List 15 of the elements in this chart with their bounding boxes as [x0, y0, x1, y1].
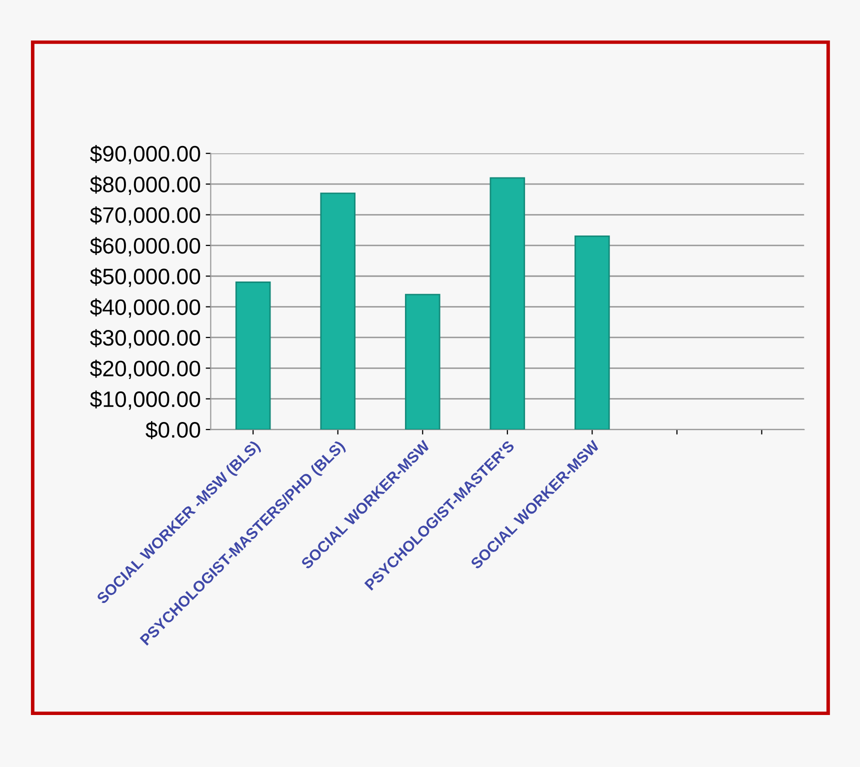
bar	[320, 192, 356, 430]
bar	[490, 177, 526, 430]
y-tick-label: $80,000.00	[90, 176, 200, 195]
bar	[235, 282, 271, 430]
y-tick-label: $30,000.00	[90, 329, 200, 348]
y-tick-label: $90,000.00	[90, 145, 200, 164]
y-tick-label: $20,000.00	[90, 360, 200, 380]
y-tick-label: $0.00	[146, 421, 200, 440]
y-tick-label: $50,000.00	[90, 268, 200, 288]
y-tick-label: $70,000.00	[90, 206, 200, 226]
y-tick-label: $10,000.00	[90, 390, 200, 410]
bar	[404, 294, 440, 430]
y-tick-label: $60,000.00	[90, 237, 200, 256]
y-tick-label: $40,000.00	[90, 298, 200, 318]
bar	[574, 236, 610, 430]
